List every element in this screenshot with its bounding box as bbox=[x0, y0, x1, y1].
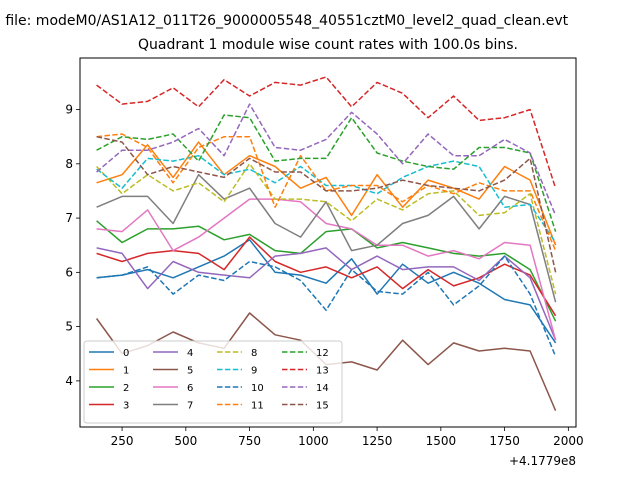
x-tick-label: 1250 bbox=[362, 434, 393, 448]
legend-label-6: 6 bbox=[187, 383, 193, 394]
legend-label-10: 10 bbox=[251, 383, 264, 394]
series-line-12 bbox=[96, 114, 557, 232]
y-tick-label: 6 bbox=[65, 265, 73, 279]
legend-label-9: 9 bbox=[251, 366, 257, 377]
x-tick-label: 500 bbox=[174, 434, 197, 448]
series-line-15 bbox=[96, 135, 557, 273]
legend-label-12: 12 bbox=[316, 348, 329, 359]
legend-label-1: 1 bbox=[123, 366, 129, 377]
legend-label-0: 0 bbox=[123, 348, 129, 359]
x-tick-label: 1500 bbox=[426, 434, 457, 448]
series-line-8 bbox=[96, 163, 557, 295]
axes-frame bbox=[79, 57, 577, 428]
y-tick-label: 9 bbox=[65, 103, 73, 117]
series-line-4 bbox=[96, 247, 557, 341]
y-tick-label: 7 bbox=[65, 211, 73, 225]
x-tick-label: 1750 bbox=[489, 434, 520, 448]
y-tick-label: 5 bbox=[65, 320, 73, 334]
legend-box bbox=[83, 340, 343, 424]
figure-suptitle: n file: modeM0/AS1A12_011T26_9000005548_… bbox=[0, 13, 569, 29]
x-tick-label: 1000 bbox=[298, 434, 329, 448]
legend-label-3: 3 bbox=[123, 401, 129, 412]
series-line-11 bbox=[96, 133, 557, 251]
legend-label-8: 8 bbox=[251, 348, 257, 359]
chart-title: Quadrant 1 module wise count rates with … bbox=[138, 37, 518, 53]
x-tick-label: 2000 bbox=[553, 434, 584, 448]
series-line-2 bbox=[96, 220, 557, 322]
plot-area bbox=[95, 76, 557, 411]
x-offset-label: +4.1779e8 bbox=[509, 454, 576, 468]
x-tick-label: 750 bbox=[238, 434, 261, 448]
legend-label-11: 11 bbox=[251, 401, 264, 412]
legend-label-4: 4 bbox=[187, 348, 193, 359]
series-line-9 bbox=[96, 154, 557, 243]
series-line-10 bbox=[96, 255, 557, 357]
series-line-6 bbox=[96, 198, 557, 341]
series-line-1 bbox=[96, 141, 557, 246]
legend-label-5: 5 bbox=[187, 366, 193, 377]
series-line-7 bbox=[96, 173, 557, 303]
series-line-0 bbox=[96, 239, 557, 344]
legend-label-7: 7 bbox=[187, 401, 193, 412]
legend-label-2: 2 bbox=[123, 383, 129, 394]
y-tick-label: 8 bbox=[65, 157, 73, 171]
legend-label-14: 14 bbox=[316, 383, 329, 394]
x-tick-label: 250 bbox=[111, 434, 134, 448]
legend-label-13: 13 bbox=[316, 366, 329, 377]
legend-label-15: 15 bbox=[316, 401, 329, 412]
series-line-14 bbox=[96, 103, 557, 216]
y-tick-label: 4 bbox=[65, 374, 73, 388]
